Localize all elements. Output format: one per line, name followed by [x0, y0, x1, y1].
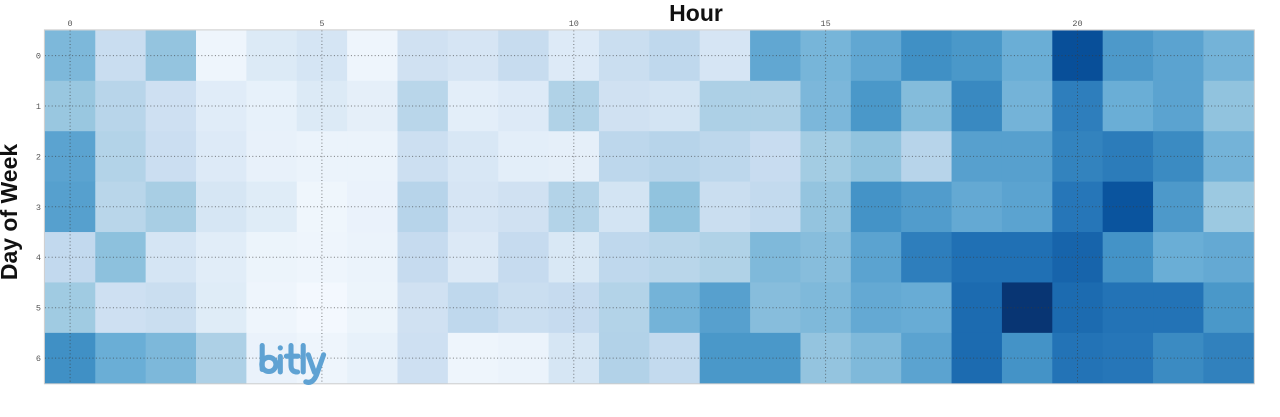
svg-text:3: 3: [36, 203, 41, 213]
svg-text:0: 0: [36, 52, 41, 62]
svg-text:6: 6: [36, 354, 41, 364]
svg-text:2: 2: [36, 152, 41, 162]
svg-text:0: 0: [68, 19, 73, 29]
svg-text:4: 4: [36, 253, 41, 263]
svg-text:5: 5: [319, 19, 324, 29]
svg-text:10: 10: [569, 19, 579, 29]
svg-text:15: 15: [820, 19, 830, 29]
svg-text:5: 5: [36, 304, 41, 314]
svg-text:20: 20: [1072, 19, 1082, 29]
svg-text:1: 1: [36, 102, 41, 112]
svg-text:Hour: Hour: [669, 0, 723, 26]
svg-text:Day of Week: Day of Week: [0, 144, 22, 281]
